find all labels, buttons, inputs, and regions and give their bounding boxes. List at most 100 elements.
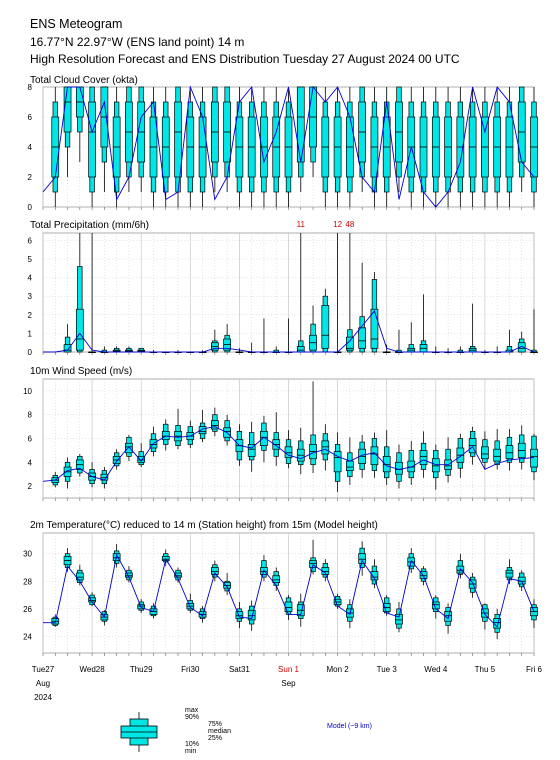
day-label: Wed28	[79, 665, 105, 674]
wind-box	[444, 437, 452, 483]
cloud-box	[137, 86, 146, 192]
wind-y-tick-label: 6	[28, 435, 33, 444]
cloud-box	[505, 87, 514, 207]
day-label: Sun 1	[278, 665, 299, 674]
precip-box	[296, 233, 305, 353]
wind-box	[75, 453, 84, 477]
cloud-y-tick-label: 8	[28, 83, 33, 92]
legend-min-label: min	[185, 748, 196, 755]
wind-box-25-75	[419, 450, 428, 466]
cloud-box	[419, 87, 428, 207]
month-label: Sep	[281, 679, 296, 688]
day-label: Fri 6	[526, 665, 543, 674]
precip-box	[358, 262, 366, 353]
cloud-box	[198, 87, 207, 207]
temp-box-25-75	[174, 572, 182, 578]
wind-box	[125, 434, 133, 462]
day-label: Tue 3	[377, 665, 398, 674]
temp-box-25-75	[444, 611, 452, 622]
temp-y-tick-label: 26	[23, 605, 32, 614]
wind-box	[517, 425, 526, 470]
temp-box-25-75	[235, 611, 244, 619]
wind-box	[174, 408, 182, 450]
cloud-box	[321, 87, 330, 207]
precip-overflow-label: 12	[333, 220, 342, 229]
temp-box	[530, 599, 538, 629]
cloud-box-25-75	[296, 86, 305, 163]
temp-box	[125, 566, 133, 583]
temp-box	[358, 541, 366, 576]
cloud-box	[493, 87, 502, 207]
precip-box	[235, 348, 244, 353]
precip-box	[333, 233, 342, 353]
wind-box	[407, 440, 416, 485]
cloud-box	[88, 86, 96, 207]
meteogram-title: ENS Meteogram	[30, 17, 123, 31]
cloud-box	[186, 87, 195, 207]
temp-box	[321, 559, 330, 582]
temp-box	[370, 559, 379, 589]
temp-box	[431, 595, 440, 619]
precip-y-tick-label: 4	[28, 274, 33, 283]
legend-p10-label: 10%	[185, 741, 199, 748]
precip-box-25-75	[63, 344, 72, 353]
wind-box	[211, 407, 219, 437]
cloud-box	[125, 86, 133, 192]
wind-y-tick-label: 10	[23, 387, 32, 396]
precip-box-25-75	[296, 346, 305, 353]
wind-box	[481, 431, 489, 470]
cloud-y-tick-label: 6	[28, 113, 33, 122]
cloud-box	[235, 87, 244, 207]
wind-box	[382, 430, 391, 485]
temp-box	[51, 614, 60, 627]
wind-box	[161, 419, 170, 451]
temp-y-tick-label: 28	[23, 577, 32, 586]
cloud-box	[211, 86, 219, 192]
wind-box	[100, 467, 109, 489]
wind-box	[505, 428, 514, 471]
wind-y-tick-label: 4	[28, 458, 33, 467]
legend-p25-label: 25%	[208, 735, 222, 742]
wind-box	[419, 431, 428, 478]
day-label: Mon 2	[326, 665, 349, 674]
day-label: Fri30	[181, 665, 200, 674]
precip-box	[309, 305, 317, 353]
cloud-box	[75, 86, 84, 162]
temp-y-tick-label: 24	[23, 632, 32, 641]
precip-y-tick-label: 1	[28, 329, 33, 338]
wind-box	[296, 427, 305, 475]
precip-box	[419, 294, 428, 353]
precip-box	[530, 309, 538, 353]
temp-hres-line	[43, 553, 535, 628]
wind-box	[468, 426, 477, 465]
wind-title: 10m Wind Speed (m/s)	[30, 366, 132, 377]
location-line: 16.77°N 22.97°W (ENS land point) 14 m	[30, 35, 245, 49]
precip-box	[223, 324, 231, 353]
cloud-y-tick-label: 4	[28, 143, 33, 152]
cloud-y-tick-label: 0	[28, 203, 33, 212]
forecast-subtitle: High Resolution Forecast and ENS Distrib…	[30, 52, 460, 66]
wind-box-25-75	[370, 446, 379, 466]
precip-box	[517, 331, 526, 353]
cloud-box	[284, 87, 293, 207]
cloud-box	[296, 86, 305, 192]
wind-box-25-75	[247, 444, 256, 457]
legend-p90-label: 90%	[185, 714, 199, 721]
wind-box	[358, 434, 366, 478]
wind-box	[247, 421, 256, 472]
wind-box	[284, 430, 293, 469]
temp-box-25-75	[309, 560, 317, 568]
precip-box	[505, 329, 514, 353]
cloud-box	[431, 87, 440, 207]
wind-box-25-75	[382, 456, 391, 473]
precip-box-25-75	[358, 327, 366, 349]
cloud-box	[395, 86, 403, 192]
wind-box-25-75	[346, 460, 354, 471]
precip-y-tick-label: 0	[28, 348, 33, 357]
cloud-panel: Total Cloud Cover (okta) 0 2 4 6 8	[28, 75, 538, 212]
year-label: 2024	[34, 693, 52, 702]
month-label: Aug	[36, 679, 50, 688]
day-label: Wed 4	[424, 665, 448, 674]
